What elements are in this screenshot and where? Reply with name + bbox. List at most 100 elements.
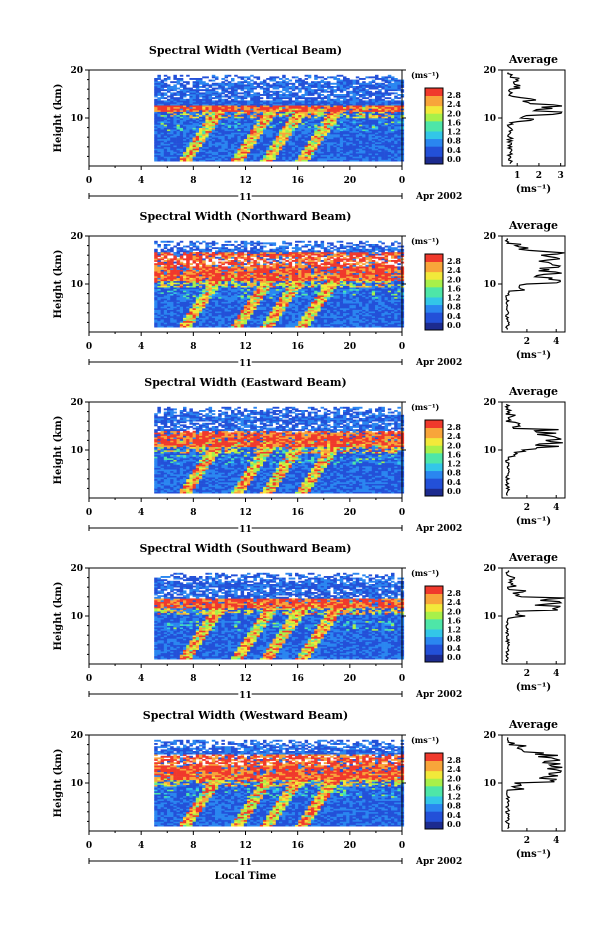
heatmap-cell (330, 83, 334, 85)
heatmap-cell (369, 99, 373, 101)
heatmap-cell (180, 78, 184, 80)
heatmap-cell (269, 100, 273, 102)
heatmap-cell (359, 83, 363, 85)
panel-1: Spectral Width (Northward Beam)1020Heigh… (53, 210, 565, 369)
heatmap-cell (173, 97, 177, 99)
xtick-label: 20 (344, 176, 357, 186)
heatmap-cell (385, 97, 389, 99)
heatmap-cell (276, 81, 280, 83)
heatmap-cell (385, 100, 389, 102)
heatmap-cell (234, 75, 238, 77)
heatmap-cell (285, 94, 289, 96)
colorbar-step (425, 96, 443, 99)
panel-title: Spectral Width (Northward Beam) (140, 210, 352, 223)
xtick-label: 4 (138, 176, 144, 186)
heatmap-cell (228, 96, 232, 98)
heatmap-cell (298, 78, 302, 80)
heatmap-cell (273, 83, 277, 85)
heatmap-cell (225, 99, 229, 101)
heatmap-cell (346, 99, 350, 101)
heatmap-cell (199, 99, 203, 101)
heatmap-cell (170, 81, 174, 83)
heatmap-cell (225, 88, 229, 90)
heatmap-cell (337, 78, 341, 80)
heatmap-cell (225, 75, 229, 77)
heatmap-cell (183, 84, 187, 86)
colorbar-step (425, 146, 443, 149)
heatmap-cell (164, 78, 168, 80)
avg-ytick-label: 20 (483, 66, 496, 76)
heatmap-cell (231, 83, 235, 85)
heatmap-cell (269, 91, 273, 93)
heatmap-cell (263, 88, 267, 90)
heatmap-cell (199, 89, 203, 91)
heatmap-cell (337, 75, 341, 77)
heatmap-cell (225, 80, 229, 82)
colorbar-step (425, 103, 443, 106)
heatmap-cell (298, 100, 302, 102)
heatmap-cell (202, 92, 206, 94)
heatmap-cell (164, 83, 168, 85)
heatmap-cell (349, 80, 353, 82)
heatmap-cell (391, 92, 395, 94)
heatmap-cell (324, 81, 328, 83)
heatmap-cell (273, 91, 277, 93)
heatmap-cell (301, 94, 305, 96)
heatmap-cell (202, 76, 206, 78)
average-title: Average (508, 53, 558, 66)
heatmap-cell (305, 78, 309, 80)
heatmap-cell (212, 97, 216, 99)
heatmap-cell (212, 80, 216, 82)
heatmap-cell (228, 91, 232, 93)
heatmap-cell (189, 78, 193, 80)
heatmap-cell (289, 91, 293, 93)
heatmap-cell (180, 83, 184, 85)
heatmap-cell (199, 86, 203, 88)
heatmap-cell (215, 100, 219, 102)
heatmap-cell (212, 100, 216, 102)
heatmap-cell (317, 100, 321, 102)
heatmap-cell (218, 83, 222, 85)
heatmap-cell (247, 81, 251, 83)
heatmap-cell (305, 81, 309, 83)
heatmap-cell (173, 75, 177, 77)
heatmap-cell (241, 81, 245, 83)
heatmap-cell (327, 76, 331, 78)
heatmap-cell (234, 83, 238, 85)
heatmap-cell (295, 92, 299, 94)
heatmap-cell (378, 89, 382, 91)
heatmap-cell (292, 76, 296, 78)
average-panel: Average10201 2 3(ms⁻¹) (483, 53, 565, 195)
heatmap-cell (301, 80, 305, 82)
heatmap-cell (196, 78, 200, 80)
heatmap-cell (253, 76, 257, 78)
heatmap-cell (372, 92, 376, 94)
heatmap-cell (356, 76, 360, 78)
heatmap-cell (164, 89, 168, 91)
heatmap-cell (362, 78, 366, 80)
heatmap-cell (301, 100, 305, 102)
heatmap-cell (244, 100, 248, 102)
colorbar-tick: 0.0 (447, 154, 461, 164)
heatmap-cell (388, 80, 392, 82)
heatmap-cell (199, 92, 203, 94)
heatmap-cell (311, 81, 315, 83)
heatmap-cell (340, 100, 344, 102)
heatmap-cell (237, 76, 241, 78)
heatmap-cell (193, 78, 197, 80)
heatmap-cell (279, 78, 283, 80)
heatmap-cell (269, 84, 273, 86)
heatmap-cell (365, 89, 369, 91)
heatmap-cell (337, 94, 341, 96)
heatmap-cell (311, 89, 315, 91)
average-profile-line (508, 72, 563, 163)
heatmap-cell (327, 91, 331, 93)
heatmap-cell (173, 92, 177, 94)
heatmap-cell (321, 97, 325, 99)
heatmap-cell (333, 89, 337, 91)
heatmap-cell (394, 78, 398, 80)
heatmap-cell (372, 99, 376, 101)
colorbar-step (425, 101, 443, 104)
heatmap-cell (180, 75, 184, 77)
heatmap-cell (215, 76, 219, 78)
